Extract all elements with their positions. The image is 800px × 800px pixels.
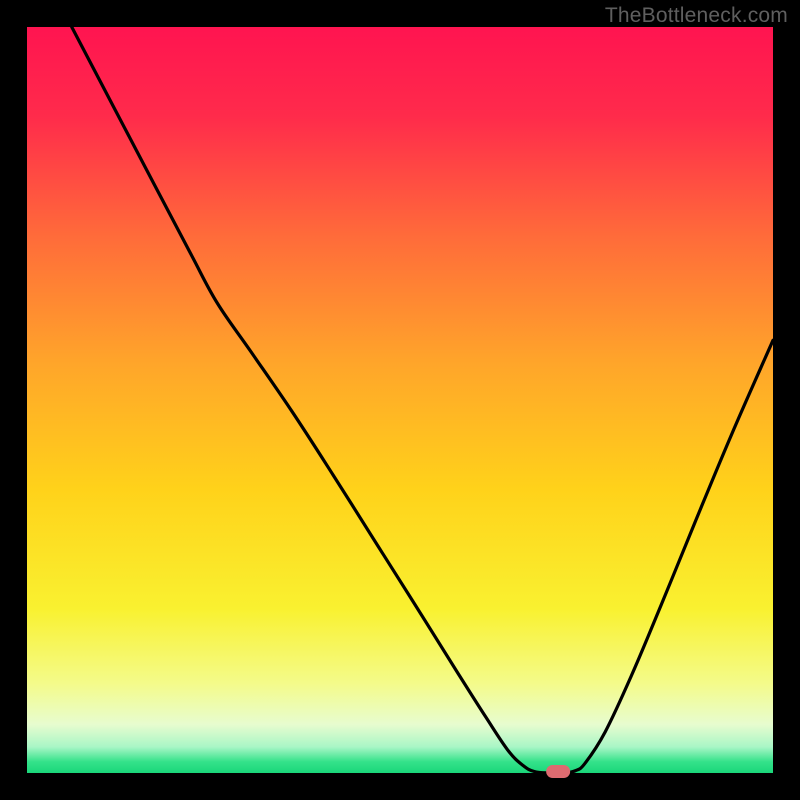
watermark-text: TheBottleneck.com [605,4,788,28]
chart-container: TheBottleneck.com [0,0,800,800]
bottleneck-chart-svg [0,0,800,800]
chart-gradient-bg [27,27,773,773]
optimal-point-marker [546,765,570,778]
